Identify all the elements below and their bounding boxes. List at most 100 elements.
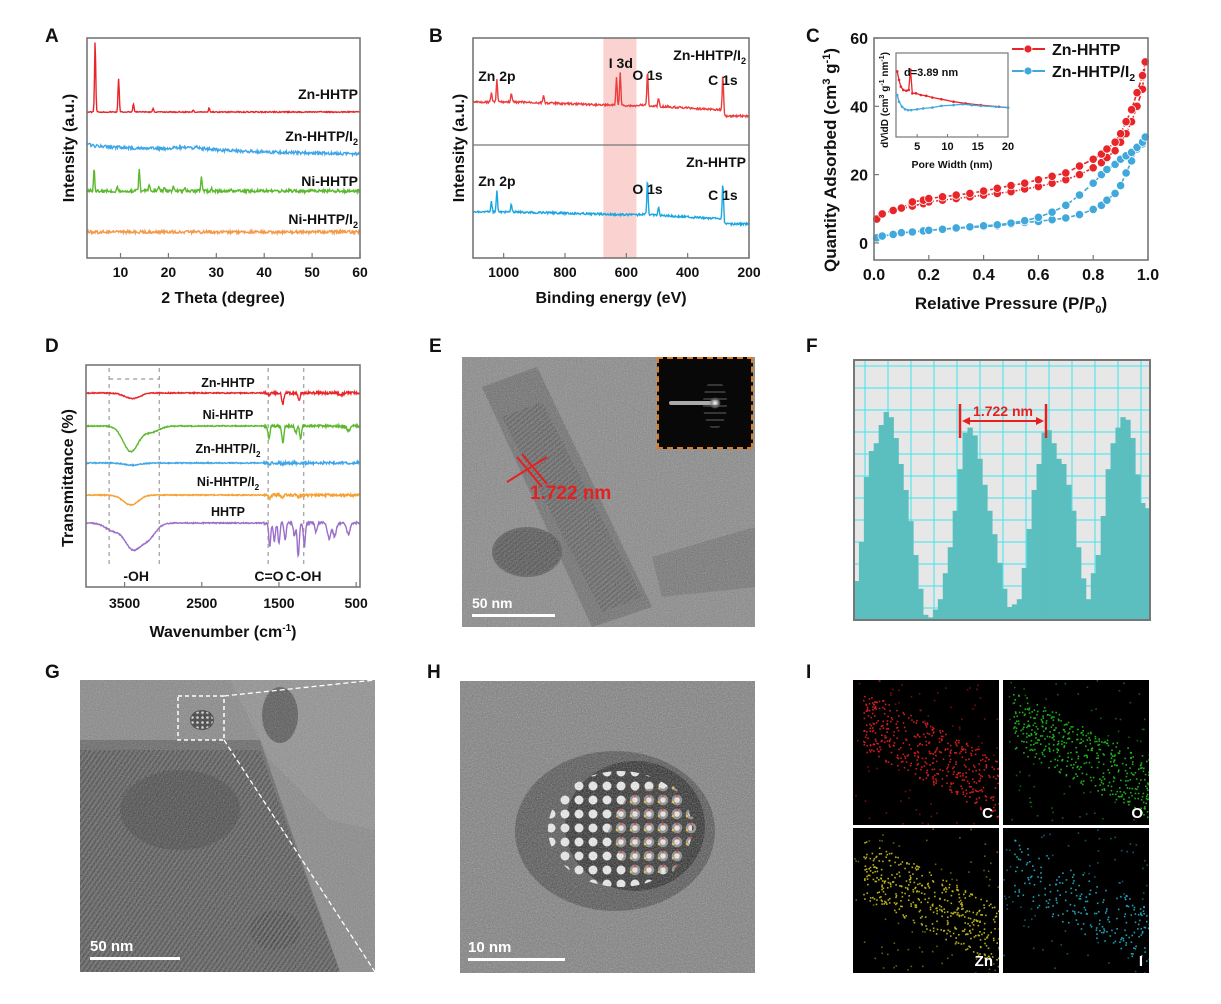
chart-b-xps: 1000 800 600 400 200 Binding energy (eV) Int… — [451, 37, 761, 307]
chart-a-series-label: Zn-HHTP/I2 — [285, 128, 358, 147]
panel-label-a: A — [45, 26, 59, 47]
chart-d-series-zn-hhtp-i2 — [85, 459, 361, 468]
chart-f-bar — [878, 425, 884, 620]
scale-bar — [472, 614, 555, 617]
chart-d-series-label: Ni-HHTP/I2 — [197, 475, 260, 492]
chart-f-bar — [908, 521, 914, 620]
chart-c-zn-hhtp-i2-desorption-point — [1088, 178, 1098, 188]
chart-c-zn-hhtp-i2-desorption-point — [907, 227, 917, 237]
chart-f-bar — [1071, 510, 1077, 620]
chart-d-frame — [85, 364, 361, 588]
panel-label-f: F — [806, 336, 818, 357]
chart-b-peak-label: Zn 2p — [478, 68, 515, 84]
chart-b-peak-label: O 1s — [632, 67, 663, 83]
chart-f-bar — [957, 469, 963, 620]
chart-c-xtick-label: 0.6 — [1027, 267, 1049, 284]
chart-f-bar — [1056, 458, 1062, 620]
chart-f-bar — [997, 562, 1003, 620]
chart-c-inset-point — [952, 103, 955, 107]
chart-d-ftir: 3500 2500 1500 500 Wavenumber (cm-1) Transm… — [60, 364, 368, 641]
chart-c-ytick-label: 60 — [850, 31, 868, 48]
chart-c-zn-hhtp-desorption-point — [1061, 168, 1071, 178]
chart-c-zn-hhtp-i2-desorption-point — [992, 220, 1002, 230]
chart-c-zn-hhtp-desorption-point — [1115, 129, 1126, 139]
chart-f-bar — [863, 477, 870, 620]
chart-c-zn-hhtp-desorption-point — [1006, 180, 1016, 191]
chart-f-bar — [1130, 438, 1136, 620]
chart-d-series-ni-hhtp — [85, 422, 361, 453]
chart-f-bar — [898, 464, 904, 620]
chart-c-zn-hhtp-desorption-point — [992, 183, 1002, 193]
chart-d-series-hhtp — [85, 520, 360, 559]
chart-c-inset-xtick-label: 10 — [941, 141, 953, 153]
chart-f-bar — [1090, 573, 1097, 620]
chart-c-legend-item: Zn-HHTP/I2 — [1012, 64, 1135, 84]
chart-f-bar — [928, 617, 934, 620]
chart-c-xtick-label: 1.0 — [1137, 267, 1159, 284]
chart-c-zn-hhtp-adsorption-line — [876, 61, 1147, 220]
chart-c-inset-point — [899, 85, 903, 88]
chart-f-bar — [1026, 529, 1032, 620]
chart-c-zn-hhtp-desorption-point — [1047, 171, 1057, 181]
chart-c-inset-point — [909, 68, 912, 72]
chart-c-inset-point — [897, 78, 901, 82]
chart-f-bar — [1036, 464, 1042, 620]
chart-c-legend: Zn-HHTP Zn-HHTP/I2 — [1012, 42, 1135, 84]
chart-f-bar — [1095, 555, 1102, 620]
chart-d-xtick-label: 500 — [344, 595, 368, 611]
eds-map-label: Zn — [974, 953, 993, 970]
chart-f-bar — [923, 614, 929, 620]
chart-c-inset-point — [909, 108, 913, 112]
chart-a-xtick-label: 50 — [304, 264, 320, 280]
chart-c-inset-point — [970, 103, 973, 107]
chart-d-series-label: HHTP — [211, 505, 245, 519]
chart-a-series-ni-hhtp — [86, 168, 361, 196]
chart-c-zn-hhtp-adsorption-point — [1074, 170, 1085, 180]
chart-c-zn-hhtp-desorption-point — [907, 197, 917, 207]
chart-f-bar — [1080, 578, 1087, 620]
chart-b-series-label: Zn-HHTP/I2 — [673, 47, 746, 66]
scale-bar — [468, 958, 565, 961]
chart-b-xtick-label: 1000 — [488, 264, 519, 280]
chart-c-zn-hhtp-desorption-point — [924, 193, 934, 204]
chart-f-bar — [952, 510, 958, 620]
chart-c-zn-hhtp-i2-desorption-point — [1102, 164, 1112, 175]
chart-f-bar — [1125, 419, 1131, 620]
chart-d-xtick-label: 1500 — [263, 595, 294, 611]
chart-c-zn-hhtp-i2-adsorption-line — [876, 136, 1147, 239]
chart-c-zn-hhtp-i2-desorption-point — [1047, 207, 1057, 217]
chart-c-zn-hhtp-i2-desorption-point — [951, 223, 961, 233]
chart-c-zn-hhtp-i2-desorption-point — [877, 231, 887, 241]
chart-c-legend-item: Zn-HHTP — [1012, 42, 1121, 59]
chart-b-series-zn-hhtp-i2 — [472, 71, 750, 119]
chart-d-xtick-label: 2500 — [186, 595, 217, 611]
chart-c-zn-hhtp-i2-adsorption-point — [1102, 195, 1112, 205]
chart-f-bar — [1105, 469, 1111, 620]
eds-map-label: O — [1131, 805, 1143, 822]
chart-c-xtick-label: 0.0 — [863, 267, 885, 284]
chart-d-region-label: C=O — [254, 568, 283, 584]
chart-c-zn-hhtp-desorption-point — [1132, 88, 1142, 98]
chart-c-zn-hhtp-desorption-point — [1020, 178, 1030, 188]
zoom-line-bottom — [223, 739, 375, 972]
scale-bar-label: 50 nm — [472, 595, 513, 611]
lattice-measurement — [506, 453, 548, 488]
chart-c-legend-label: Zn-HHTP/I2 — [1052, 64, 1135, 84]
chart-c-inset-series — [896, 94, 1009, 111]
chart-f-bar — [1061, 464, 1067, 620]
chart-a-xlabel: 2 Theta (degree) — [161, 290, 285, 307]
chart-c-ytick-label: 40 — [850, 99, 868, 116]
chart-f-bar — [1046, 430, 1052, 620]
chart-c-inset-point — [914, 92, 918, 95]
chart-f-bar — [1115, 427, 1121, 620]
chart-b-ylabel: Intensity (a.u.) — [451, 94, 468, 202]
tem-image-e: 1.722 nm 50 nm — [462, 357, 755, 627]
chart-b-xlabel: Binding energy (eV) — [535, 290, 686, 307]
chart-d-series-zn-hhtp — [85, 389, 361, 406]
chart-a-ylabel: Intensity (a.u.) — [61, 94, 78, 202]
chart-c-inset-point — [931, 106, 934, 109]
zoom-line-top — [223, 680, 375, 697]
chart-c-zn-hhtp-i2-desorption-point — [924, 225, 934, 235]
chart-c-inset-point — [931, 96, 934, 99]
tem-image-g: 50 nm — [80, 680, 375, 972]
